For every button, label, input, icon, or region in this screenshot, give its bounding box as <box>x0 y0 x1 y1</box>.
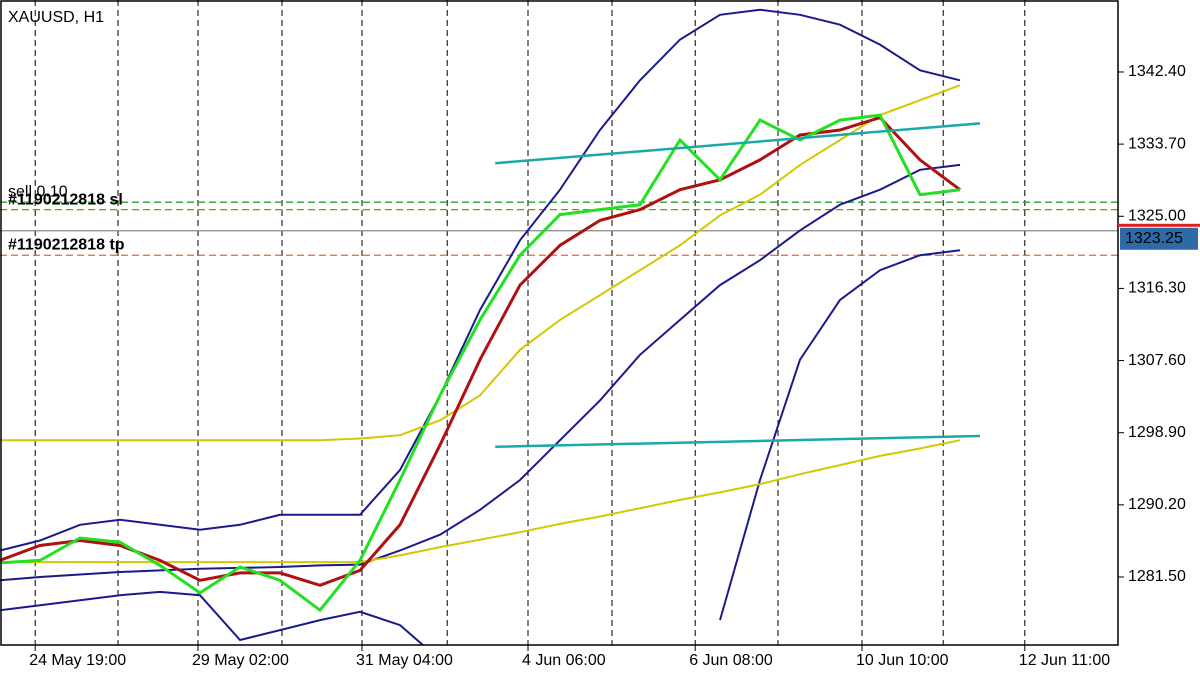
x-tick-label: 29 May 02:00 <box>192 652 289 669</box>
plot-frame <box>0 0 1119 646</box>
y-tick-label: 1298.90 <box>1128 424 1186 441</box>
x-tick-label: 24 May 19:00 <box>29 652 126 669</box>
x-tick-label: 31 May 04:00 <box>356 652 453 669</box>
indicator-line <box>0 84 961 442</box>
price-tag-label: 1323.25 <box>1125 230 1183 247</box>
chart-title: XAUUSD, H1 <box>8 9 104 26</box>
price-tag-marker <box>1118 223 1200 227</box>
y-tick-label: 1342.40 <box>1128 63 1186 80</box>
y-tick-label: 1281.50 <box>1128 568 1186 585</box>
x-tick-label: 12 Jun 11:00 <box>1019 652 1110 669</box>
y-tick-label: 1333.70 <box>1128 135 1186 152</box>
y-tick-label: 1307.60 <box>1128 352 1186 369</box>
indicator-line <box>0 115 961 587</box>
x-tick-label: 6 Jun 08:00 <box>689 652 773 669</box>
x-tick-label: 10 Jun 10:00 <box>856 652 949 669</box>
indicator-line <box>0 163 961 582</box>
indicator-line <box>0 113 961 613</box>
price-tag <box>1120 227 1198 250</box>
indicator-line <box>0 8 961 552</box>
trend-line <box>495 434 981 449</box>
y-tick-label: 1316.30 <box>1128 280 1186 297</box>
order-label: #1190212818 sl <box>8 191 123 208</box>
order-label: sell 0.10 <box>8 183 68 200</box>
y-tick-label: 1290.20 <box>1128 496 1186 513</box>
indicator-line <box>0 439 961 564</box>
indicator-line <box>0 249 961 645</box>
plot-area <box>0 0 1118 645</box>
trend-line <box>495 122 981 165</box>
order-label: #1190212818 tp <box>8 236 125 253</box>
y-tick-label: 1325.00 <box>1128 207 1186 224</box>
x-tick-label: 4 Jun 06:00 <box>522 652 606 669</box>
